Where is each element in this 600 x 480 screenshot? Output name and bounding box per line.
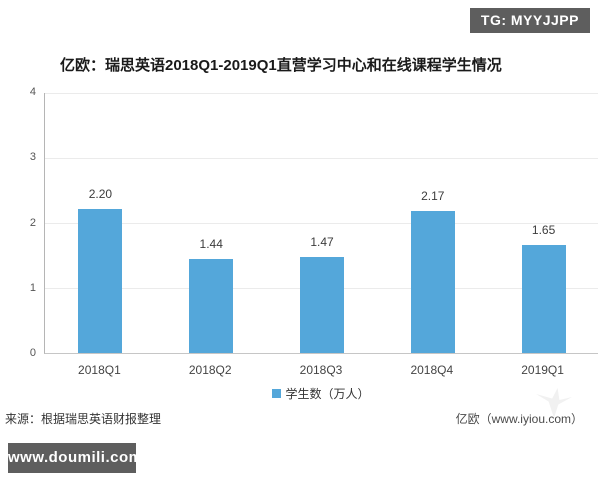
chart-title: 亿欧：瑞思英语2018Q1-2019Q1直营学习中心和在线课程学生情况 xyxy=(60,57,502,74)
x-category-label: 2019Q1 xyxy=(521,363,564,377)
x-category-label: 2018Q3 xyxy=(299,363,343,377)
plot-area: 2.20 1.44 1.47 2.17 1.65 xyxy=(44,92,599,354)
bar-slot: 1.44 xyxy=(156,93,267,353)
gridline xyxy=(45,223,598,224)
chart-legend: 学生数（万人） xyxy=(44,385,598,402)
bar-slot: 1.65 xyxy=(488,93,599,353)
y-tick-label: 0 xyxy=(29,347,36,359)
bar-2018Q2 xyxy=(189,259,234,353)
bar-slot: 1.47 xyxy=(267,93,378,353)
source-note: 来源：根据瑞思英语财报整理 xyxy=(5,412,162,426)
y-tick-label: 3 xyxy=(29,151,36,164)
x-category-label: 2018Q1 xyxy=(78,363,121,377)
y-tick-label: 1 xyxy=(29,281,36,294)
bar-2018Q3 xyxy=(299,257,344,353)
gridline xyxy=(45,92,598,94)
x-category-label: 2018Q4 xyxy=(410,363,454,377)
bar-2018Q1 xyxy=(78,209,123,353)
doumili-badge: www.doumili.com xyxy=(8,443,142,473)
legend-label: 学生数（万人） xyxy=(285,387,370,401)
legend-swatch-icon xyxy=(272,389,282,398)
bar-slot: 2.17 xyxy=(377,93,488,353)
gridline xyxy=(45,157,598,159)
bar-value-label: 1.44 xyxy=(199,237,223,252)
y-tick-label: 4 xyxy=(29,86,36,98)
bar-value-label: 1.65 xyxy=(531,223,556,238)
bar-value-label: 1.47 xyxy=(310,235,334,250)
bar-value-label: 2.20 xyxy=(88,187,113,202)
credit-note: 亿欧（www.iyiou.com） xyxy=(455,412,583,426)
bar-value-label: 2.17 xyxy=(421,189,445,204)
bar-2019Q1 xyxy=(521,245,566,353)
telegram-badge: TG: MYYJJPP xyxy=(469,8,590,33)
y-tick-label: 2 xyxy=(29,216,36,229)
x-category-label: 2018Q2 xyxy=(188,363,232,377)
bar-slot: 2.20 xyxy=(45,93,156,353)
bar-2018Q4 xyxy=(410,211,455,353)
